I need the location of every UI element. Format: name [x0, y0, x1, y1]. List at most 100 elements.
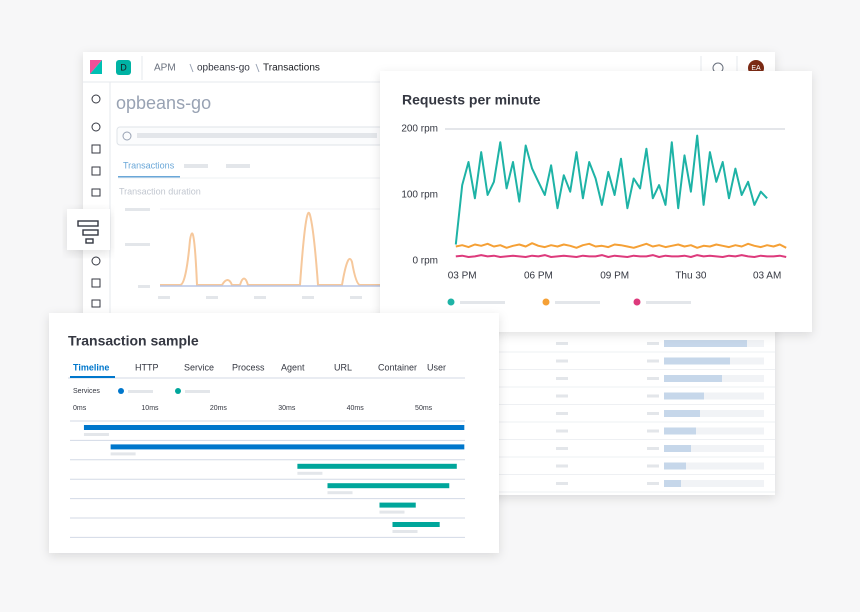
placeholder	[647, 482, 659, 485]
placeholder	[647, 394, 659, 398]
placeholder	[128, 390, 153, 393]
bar-track	[664, 427, 764, 435]
nav-icon[interactable]	[91, 188, 101, 197]
x-tick-label: 40ms	[347, 405, 365, 412]
placeholder	[184, 164, 208, 168]
transactions-table	[499, 340, 775, 493]
placeholder	[556, 359, 568, 363]
kibana-logo-part	[90, 60, 102, 74]
tab[interactable]: Transactions	[123, 160, 175, 170]
breadcrumb-separator	[255, 63, 260, 73]
placeholder	[556, 394, 568, 398]
space-badge-text: D	[120, 62, 127, 72]
section-title: Transaction duration	[119, 186, 201, 196]
tab[interactable]: Agent	[281, 362, 305, 372]
x-tick-label: 0ms	[73, 405, 87, 412]
placeholder	[83, 433, 109, 436]
faint-chart	[125, 208, 380, 299]
placeholder	[125, 243, 150, 246]
bar-fill	[664, 462, 686, 470]
placeholder	[125, 208, 150, 211]
placeholder	[647, 429, 659, 433]
placeholder	[302, 296, 314, 299]
span-bar[interactable]	[327, 483, 450, 489]
placeholder	[556, 447, 568, 450]
placeholder	[392, 530, 418, 533]
placeholder	[646, 301, 691, 304]
x-tick-label: 03 PM	[448, 271, 477, 282]
nav-icon[interactable]	[91, 166, 101, 176]
breadcrumb[interactable]: opbeans-go	[197, 63, 250, 74]
faint-line	[160, 212, 380, 286]
tab[interactable]: HTTP	[135, 362, 159, 372]
breadcrumb: Transactions	[263, 63, 320, 74]
x-tick-label: 09 PM	[600, 271, 629, 282]
x-tick-label: Thu 30	[675, 271, 707, 282]
placeholder	[254, 296, 266, 299]
span-bar[interactable]	[379, 502, 416, 508]
tab[interactable]: User	[427, 362, 446, 372]
requests-chart: 0 rpm 100 rpm 200 rpm 03 PM 06 PM 09 PM Thu 30…	[401, 124, 787, 306]
placeholder	[647, 464, 659, 468]
series-line	[455, 242, 787, 249]
tab[interactable]: Service	[184, 362, 214, 372]
bar-track	[664, 410, 764, 417]
breadcrumb[interactable]: APM	[154, 63, 176, 74]
legend-swatch[interactable]	[542, 298, 550, 306]
placeholder	[556, 429, 568, 433]
series-line	[455, 254, 787, 258]
bar-fill	[664, 357, 730, 365]
x-tick-label: 30ms	[278, 405, 296, 412]
span-bar[interactable]	[297, 463, 457, 469]
placeholder	[460, 301, 505, 304]
series-line	[454, 134, 768, 245]
x-tick-label: 20ms	[210, 405, 228, 412]
icon-part	[77, 220, 99, 227]
tab[interactable]: Container	[378, 362, 417, 372]
nav-icon[interactable]	[91, 122, 101, 132]
legend-swatch	[118, 388, 124, 394]
placeholder	[556, 377, 568, 380]
tab[interactable]: URL	[334, 362, 352, 372]
y-tick-label: 0 rpm	[412, 256, 438, 267]
bar-fill	[664, 427, 696, 435]
avatar-text: EA	[751, 65, 761, 72]
nav-icon[interactable]	[91, 256, 101, 266]
placeholder	[379, 510, 405, 514]
y-tick-label: 200 rpm	[401, 124, 438, 135]
bar-track	[664, 462, 764, 470]
bar-track	[664, 392, 764, 400]
tab[interactable]: Process	[232, 362, 265, 372]
placeholder	[158, 296, 170, 299]
bar-fill	[664, 445, 691, 452]
nav-icon[interactable]	[91, 144, 101, 154]
span-bar[interactable]	[110, 444, 465, 450]
placeholder	[556, 482, 568, 485]
tab[interactable]: Timeline	[73, 362, 109, 372]
nav-icon[interactable]	[91, 94, 101, 104]
page-title: opbeans-go	[116, 93, 211, 113]
sidebar-icons	[91, 94, 101, 308]
chart-title: Requests per minute	[402, 92, 541, 108]
legend-swatch[interactable]	[633, 298, 641, 306]
nav-icon[interactable]	[91, 278, 101, 288]
placeholder	[647, 342, 659, 345]
icon-part	[82, 229, 99, 236]
placeholder	[555, 301, 600, 304]
span-bar[interactable]	[392, 522, 440, 527]
y-tick-label: 100 rpm	[401, 190, 438, 201]
placeholder	[647, 412, 659, 415]
x-tick-label: 03 AM	[753, 271, 781, 282]
icon-part	[85, 238, 94, 244]
nav-icon[interactable]	[91, 299, 101, 308]
x-tick-label: 50ms	[415, 405, 433, 412]
bar-fill	[664, 480, 681, 487]
placeholder	[647, 359, 659, 363]
space-badge[interactable]	[116, 60, 131, 75]
bar-fill	[664, 375, 722, 382]
span-bar[interactable]	[83, 425, 465, 430]
bar-fill	[664, 410, 700, 417]
sample-card	[49, 313, 499, 553]
legend-swatch[interactable]	[447, 298, 455, 306]
